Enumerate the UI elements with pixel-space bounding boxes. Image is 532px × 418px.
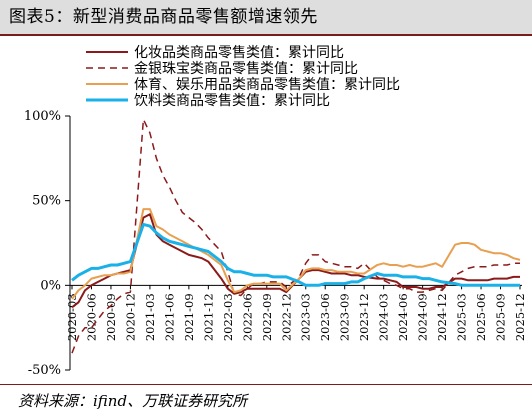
x-tick-label: 2021-06 [162,293,176,341]
x-tick-label: 2024-09 [416,293,430,341]
x-tick-label: 2023-09 [338,293,352,341]
series-line-3 [71,208,521,300]
x-tick-label: 2020-09 [104,293,118,341]
title-divider [0,34,532,36]
x-tick-label: 2020-06 [84,293,98,341]
x-tick-label: 2021-03 [143,293,157,341]
x-tick-label: 2024-06 [396,293,410,341]
x-tick-label: 2023-06 [318,293,332,341]
x-tick-label: 2021-09 [182,293,196,341]
x-tick-label: 2022-03 [221,293,235,341]
x-tick-label: 2024-12 [435,293,449,341]
x-tick-label: 2025-12 [513,293,527,341]
x-tick-label: 2023-03 [299,293,313,341]
legend-label-4: 饮料类商品零售类值：累计同比 [134,93,330,109]
x-tick-label: 2025-03 [455,293,469,341]
x-tick-label: 2020-12 [123,293,137,341]
y-tick-label: 0% [40,278,61,293]
x-tick-label: 2020-03 [65,293,79,341]
chart-series [71,118,521,354]
series-line-4 [71,222,520,287]
x-tick-label: 2022-12 [279,293,293,341]
x-tick-label: 2022-06 [240,293,254,341]
x-tick-label: 2021-12 [201,293,215,341]
bottom-divider [0,384,532,385]
legend-label-3: 体育、娱乐用品类商品零售类值：累计同比 [134,77,400,93]
figure-title: 图表5：新型消费品商品零售额增速领先 [9,7,318,27]
source-note: 资料来源：ifind、万联证券研究所 [18,392,248,410]
y-tick-label: 100% [24,109,61,124]
x-tick-label: 2025-06 [474,293,488,341]
legend-label-2: 金银珠宝类商品零售类值：累计同比 [134,61,358,77]
x-tick-label: 2024-03 [377,293,391,341]
chart-legend: 化妆品类商品零售类值：累计同比金银珠宝类商品零售类值：累计同比体育、娱乐用品类商… [86,45,400,109]
chart-axes: -50% 0% 50% 100% 2020-03 2020-06 2020-09 2020-1… [24,109,527,378]
title-bar: 图表5：新型消费品商品零售额增速领先 [0,0,532,34]
x-tick-label: 2025-09 [494,293,508,341]
y-tick-label: -50% [28,363,61,378]
y-tick-label: 50% [32,194,61,209]
x-tick-label: 2022-09 [260,293,274,341]
x-tick-label: 2023-12 [357,293,371,341]
legend-label-1: 化妆品类商品零售类值：累计同比 [134,45,344,61]
